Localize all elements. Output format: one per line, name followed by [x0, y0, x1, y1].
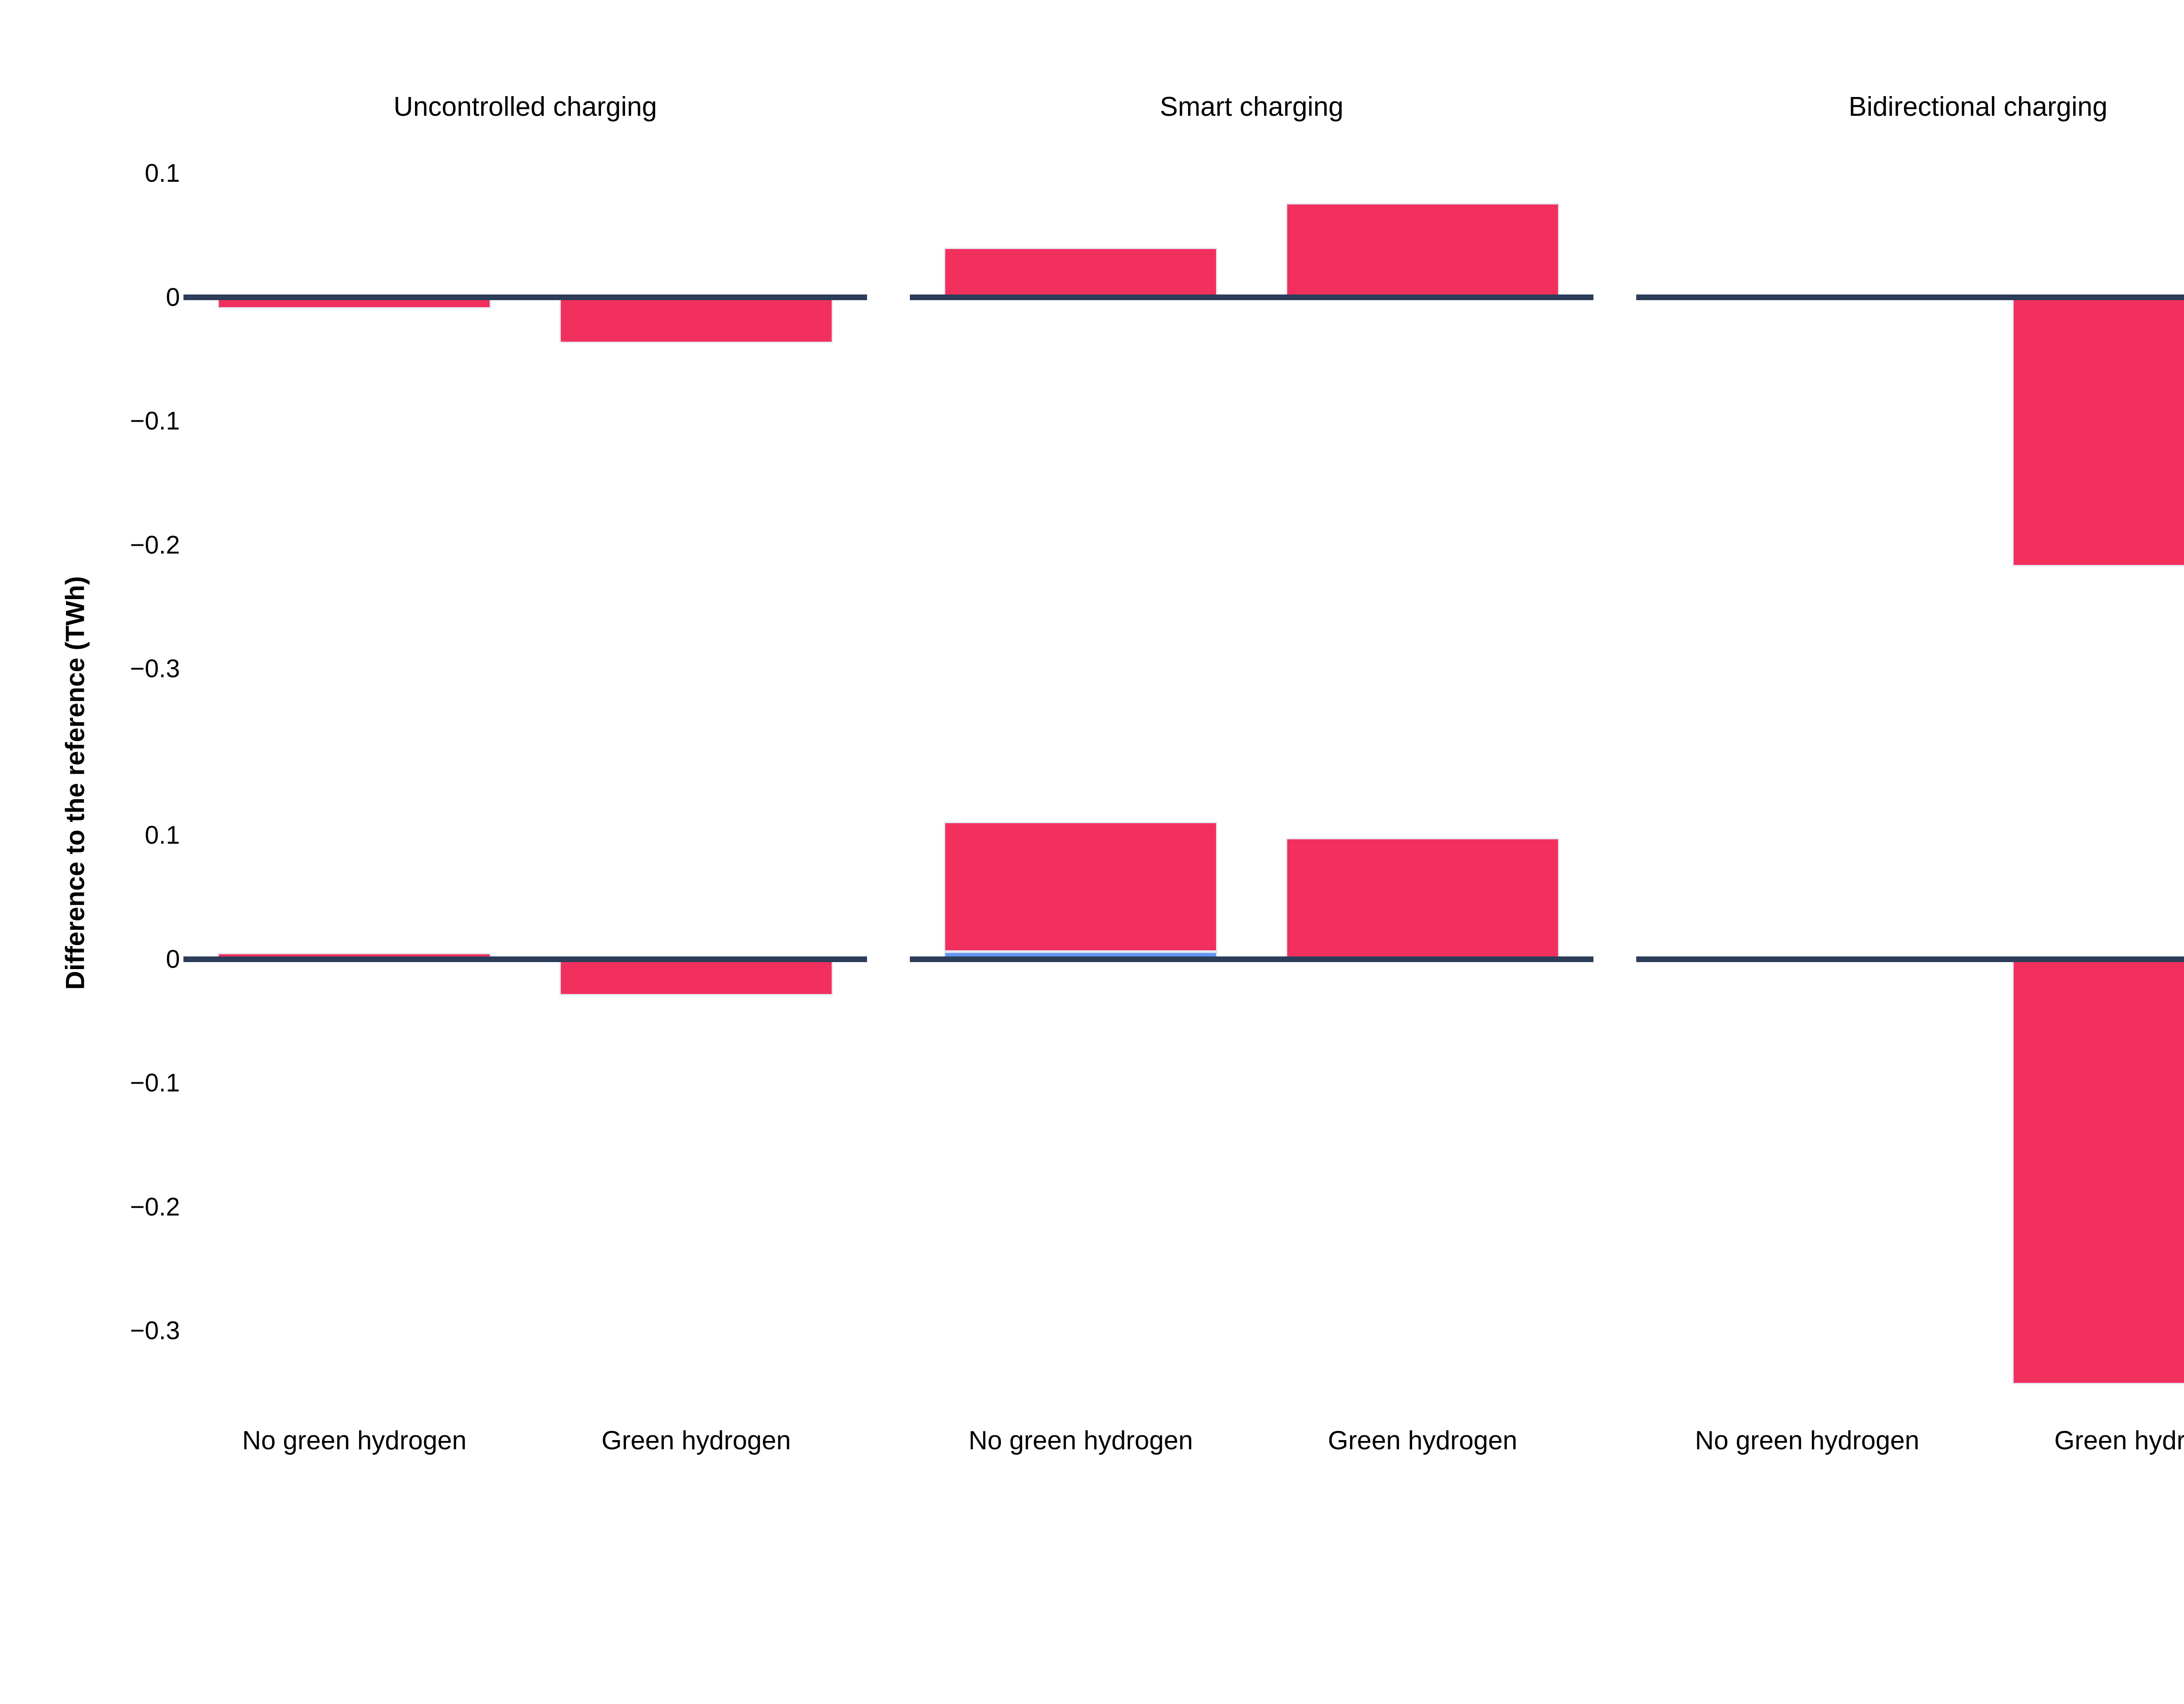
- bar-segment-long-duration-storage: [559, 959, 833, 995]
- facet-title-uncontrolled-charging: Uncontrolled charging: [393, 91, 657, 122]
- facet-panel-high-uptake-smart-charging: [910, 804, 1593, 1424]
- zero-baseline: [910, 956, 1593, 962]
- facet-panel-high-uptake-bidirectional-charging: [1636, 804, 2184, 1424]
- zero-baseline: [1636, 956, 2184, 962]
- y-tick-label: 0.1: [145, 159, 180, 187]
- y-tick-label: 0.1: [145, 821, 180, 849]
- facet-panel-low-uptake-uncontrolled-charging: [183, 142, 867, 762]
- y-tick-label: 0: [166, 283, 180, 312]
- bar-segment-long-duration-storage: [1286, 838, 1559, 959]
- facet-title-smart-charging: Smart charging: [1160, 91, 1344, 122]
- bar-segment-long-duration-storage: [1286, 203, 1559, 298]
- x-axis-label-green-hydrogen: Green hydrogen: [2054, 1426, 2184, 1455]
- y-tick-label: −0.3: [130, 655, 180, 683]
- facet-title-bidirectional-charging: Bidirectional charging: [1849, 91, 2108, 122]
- x-axis-label-green-hydrogen: Green hydrogen: [1327, 1426, 1517, 1455]
- x-axis-label-no-green-hydrogen: No green hydrogen: [1695, 1426, 1920, 1455]
- zero-baseline: [910, 294, 1593, 300]
- y-tick-label: −0.1: [130, 407, 180, 436]
- y-tick-label: −0.2: [130, 1192, 180, 1221]
- zero-baseline: [183, 956, 867, 962]
- y-tick-label: −0.1: [130, 1069, 180, 1098]
- bar-segment-long-duration-storage: [2012, 959, 2184, 1385]
- y-tick-label: −0.2: [130, 530, 180, 559]
- facet-panel-low-uptake-bidirectional-charging: [1636, 142, 2184, 762]
- bar-segment-long-duration-storage: [2012, 297, 2184, 566]
- facet-panel-low-uptake-smart-charging: [910, 142, 1593, 762]
- x-axis-label-green-hydrogen: Green hydrogen: [601, 1426, 791, 1455]
- x-axis-label-no-green-hydrogen: No green hydrogen: [242, 1426, 467, 1455]
- bar-segment-long-duration-storage: [559, 297, 833, 343]
- y-axis-title: Difference to the reference (TWh): [60, 576, 90, 990]
- zero-baseline: [183, 294, 867, 300]
- bar-segment-long-duration-storage: [944, 821, 1218, 952]
- zero-baseline: [1636, 294, 2184, 300]
- facet-panel-high-uptake-uncontrolled-charging: [183, 804, 867, 1424]
- x-axis-label-no-green-hydrogen: No green hydrogen: [968, 1426, 1193, 1455]
- y-tick-label: 0: [166, 945, 180, 973]
- bar-segment-long-duration-storage: [944, 248, 1218, 298]
- y-tick-label: −0.3: [130, 1316, 180, 1345]
